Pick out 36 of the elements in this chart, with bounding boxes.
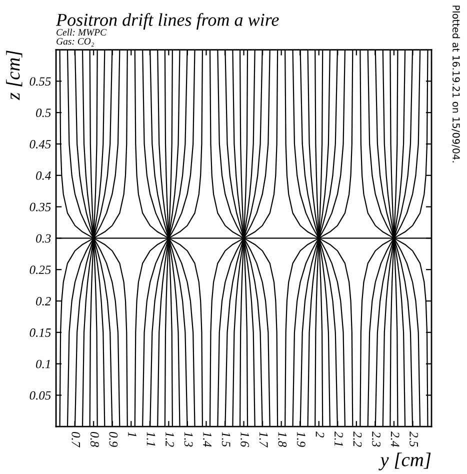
y-tick-label: 0.3 xyxy=(36,234,51,243)
x-tick-label: 1.3 xyxy=(184,432,193,447)
x-tick-label: 0.9 xyxy=(109,432,118,447)
x-tick-label: 1.8 xyxy=(278,432,287,447)
y-tick-label: 0.25 xyxy=(30,266,51,274)
x-tick-label: 1.7 xyxy=(259,432,268,448)
y-tick-label: 0.1 xyxy=(36,360,50,368)
y-tick-label: 0.45 xyxy=(30,140,51,148)
x-tick-label: 1.4 xyxy=(203,432,212,447)
text: Plotted at 16.19.21 on 15/09/04. xyxy=(452,6,460,162)
x-axis-title: y [cm] xyxy=(378,452,431,470)
x-tick-label: 1 xyxy=(128,432,136,436)
x-tick-label: 2.3 xyxy=(372,431,380,447)
x-tick-label: 2.1 xyxy=(334,431,343,446)
y-tick-label: 0.05 xyxy=(30,391,51,400)
x-tick-label: 1.2 xyxy=(165,432,174,447)
x-tick-label: 1.1 xyxy=(146,432,156,446)
x-tick-label: 1.5 xyxy=(222,432,230,447)
y-tick-label: 0.15 xyxy=(30,328,51,337)
chart-title: Positron drift lines from a wire xyxy=(56,13,279,30)
y-tick-label: 0.5 xyxy=(36,108,51,118)
x-tick-label: 1.6 xyxy=(240,432,250,448)
y-axis-title: z [cm] xyxy=(6,50,22,100)
text: Gas: CO₂ xyxy=(56,38,94,46)
x-tick-label: 2.4 xyxy=(390,431,400,447)
y-tick-label: 0.2 xyxy=(36,297,51,306)
y-tick-label: 0.35 xyxy=(30,202,51,212)
text: Cell: MWPC xyxy=(56,28,107,36)
y-tick-label: 0.55 xyxy=(30,77,51,86)
x-tick-label: 2 xyxy=(316,431,324,438)
x-tick-label: 1.9 xyxy=(296,432,306,447)
x-tick-label: 2.5 xyxy=(410,431,418,447)
x-tick-label: 2.2 xyxy=(353,431,362,447)
y-tick-label: 0.4 xyxy=(36,171,51,180)
x-tick-label: 0.7 xyxy=(72,432,80,448)
x-tick-label: 0.8 xyxy=(90,432,99,447)
